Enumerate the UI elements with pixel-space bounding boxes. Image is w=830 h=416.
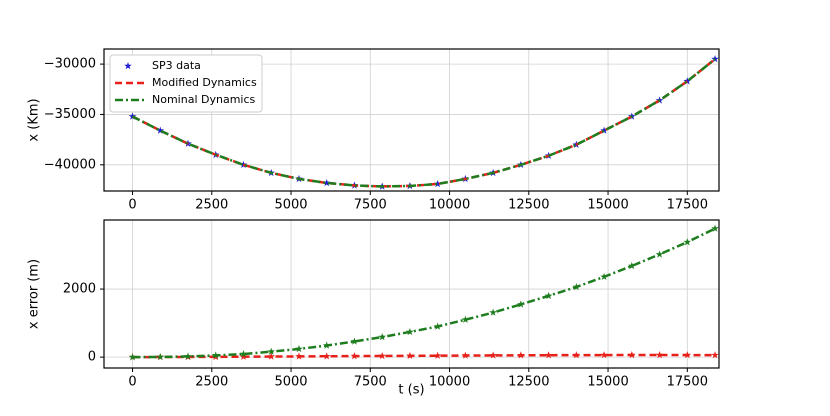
data-point (683, 351, 692, 359)
data-point (239, 352, 248, 360)
x-axis-label: t (s) (398, 383, 424, 398)
data-point (600, 272, 608, 281)
x-tick-label: 17500 (667, 198, 708, 213)
data-line (132, 353, 716, 359)
data-point (322, 178, 331, 187)
plot-frame (103, 219, 720, 369)
data-point (350, 337, 359, 345)
x-tick-label: 7500 (354, 198, 387, 213)
x-tick-label: 10000 (429, 375, 470, 390)
data-point (267, 347, 276, 355)
data-point (711, 351, 719, 359)
legend-label: SP3 data (152, 59, 201, 72)
data-point (267, 352, 276, 360)
x-tick-label: 17500 (667, 375, 708, 390)
data-point (156, 352, 165, 361)
data-point (572, 283, 581, 291)
data-point (628, 261, 636, 270)
data-point (711, 224, 719, 232)
y-tick-label: −30000 (44, 57, 96, 72)
y-tick-label: −35000 (44, 107, 96, 122)
data-point (406, 327, 414, 336)
data-point (711, 55, 719, 63)
data-point (128, 112, 137, 120)
data-point (378, 351, 386, 360)
data-point (655, 250, 664, 258)
data-line (132, 227, 716, 359)
y-tick-label: 0 (88, 350, 96, 365)
data-point (433, 322, 442, 330)
legend-marker (124, 62, 132, 70)
x-tick-label: 2500 (195, 198, 228, 213)
x-tick-label: 15000 (587, 198, 628, 213)
data-point (600, 126, 608, 134)
x-tick-label: 2500 (195, 375, 228, 390)
data-point (184, 352, 192, 360)
data-point (433, 179, 442, 188)
x-tick-label: 12500 (508, 375, 549, 390)
legend-box (109, 54, 263, 113)
data-point (461, 351, 470, 359)
y-tick-label: 2000 (63, 282, 96, 297)
x-tick-label: 0 (128, 198, 136, 213)
x-tick-label: 15000 (587, 375, 628, 390)
plot-frame (103, 48, 720, 192)
x-tick-label: 0 (128, 375, 136, 390)
data-point (461, 315, 470, 323)
x-tick-label: 10000 (429, 198, 470, 213)
data-point (433, 351, 442, 359)
x-tick-label: 5000 (274, 375, 307, 390)
legend-label: Modified Dynamics (152, 76, 257, 89)
data-point (683, 77, 692, 85)
data-line (131, 58, 716, 188)
data-point (489, 308, 497, 316)
data-point (683, 238, 692, 246)
x-tick-label: 7500 (354, 375, 387, 390)
data-point (378, 333, 386, 341)
data-point (489, 351, 497, 359)
y-axis-label: x (Km) (27, 98, 42, 141)
data-point (517, 300, 525, 308)
data-point (295, 344, 303, 353)
data-point (544, 351, 553, 359)
data-point (544, 291, 553, 300)
data-point (295, 352, 303, 360)
data-point (628, 351, 636, 359)
x-tick-label: 5000 (274, 198, 307, 213)
data-point (600, 351, 608, 359)
data-point (128, 353, 137, 361)
legend-label: Nominal Dynamics (152, 93, 256, 106)
data-point (211, 351, 220, 359)
data-point (239, 350, 248, 358)
y-tick-label: −40000 (44, 157, 96, 172)
data-point (406, 351, 414, 360)
data-point (572, 351, 581, 359)
data-point (322, 352, 331, 360)
data-point (350, 352, 359, 360)
x-tick-label: 12500 (508, 198, 549, 213)
y-axis-label: x error (m) (27, 259, 42, 329)
data-point (517, 351, 525, 359)
data-point (156, 126, 165, 134)
data-point (322, 341, 331, 349)
data-point (655, 351, 664, 359)
